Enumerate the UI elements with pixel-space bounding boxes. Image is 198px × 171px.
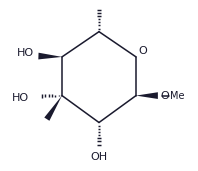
Text: HO: HO	[17, 48, 34, 58]
Polygon shape	[38, 53, 62, 60]
Text: Me: Me	[170, 91, 184, 101]
Text: OH: OH	[90, 152, 108, 162]
Polygon shape	[136, 92, 158, 99]
Polygon shape	[44, 96, 62, 121]
Text: HO: HO	[12, 93, 29, 103]
Text: O: O	[139, 46, 147, 56]
Text: O: O	[160, 91, 169, 101]
